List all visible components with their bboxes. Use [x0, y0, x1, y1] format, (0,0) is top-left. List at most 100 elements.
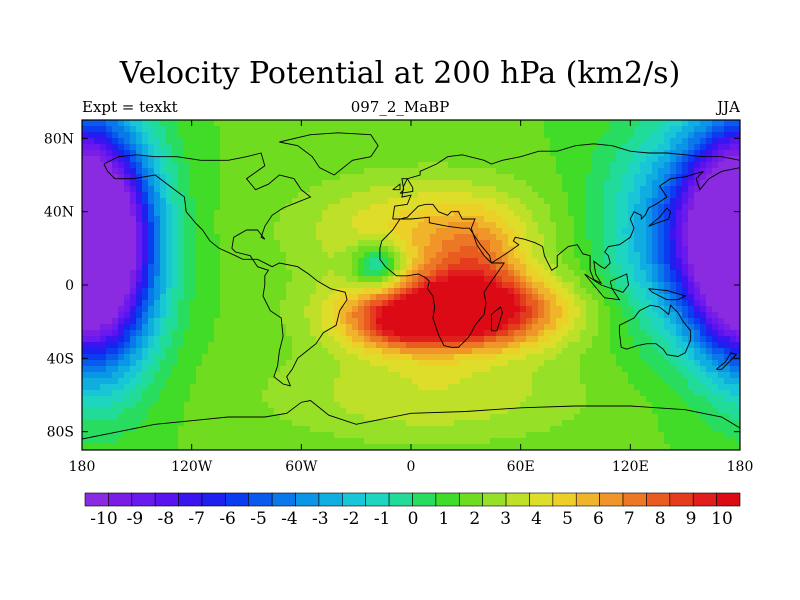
field-cell [340, 150, 347, 157]
field-cell [142, 258, 149, 265]
field-cell [556, 372, 563, 379]
field-cell [532, 216, 539, 223]
field-cell [532, 204, 539, 211]
field-cell [118, 168, 125, 175]
field-cell [454, 270, 461, 277]
field-cell [442, 204, 449, 211]
field-cell [286, 354, 293, 361]
field-cell [322, 234, 329, 241]
field-cell [88, 294, 95, 301]
field-cell [640, 120, 647, 127]
field-cell [334, 348, 341, 355]
field-cell [538, 348, 545, 355]
field-cell [400, 330, 407, 337]
field-cell [130, 330, 137, 337]
field-cell [706, 360, 713, 367]
field-cell [322, 150, 329, 157]
field-cell [496, 192, 503, 199]
field-cell [598, 174, 605, 181]
field-cell [658, 324, 665, 331]
field-cell [340, 144, 347, 151]
field-cell [460, 342, 467, 349]
field-cell [238, 318, 245, 325]
field-cell [472, 210, 479, 217]
field-cell [664, 138, 671, 145]
field-cell [376, 384, 383, 391]
field-cell [616, 384, 623, 391]
field-cell [334, 210, 341, 217]
field-cell [244, 294, 251, 301]
field-cell [658, 144, 665, 151]
field-cell [538, 138, 545, 145]
field-cell [484, 366, 491, 373]
field-cell [280, 168, 287, 175]
field-cell [532, 366, 539, 373]
field-cell [586, 246, 593, 253]
field-cell [82, 150, 89, 157]
field-cell [328, 198, 335, 205]
field-cell [292, 246, 299, 253]
field-cell [730, 240, 737, 247]
field-cell [244, 192, 251, 199]
field-cell [544, 384, 551, 391]
field-cell [364, 336, 371, 343]
field-cell [526, 198, 533, 205]
field-cell [526, 138, 533, 145]
field-cell [478, 276, 485, 283]
field-cell [730, 204, 737, 211]
field-cell [604, 378, 611, 385]
field-cell [412, 180, 419, 187]
field-cell [586, 360, 593, 367]
field-cell [442, 384, 449, 391]
field-cell [574, 132, 581, 139]
field-cell [670, 162, 677, 169]
field-cell [478, 288, 485, 295]
field-cell [490, 372, 497, 379]
field-cell [262, 372, 269, 379]
field-cell [508, 216, 515, 223]
field-cell [388, 138, 395, 145]
field-cell [646, 234, 653, 241]
field-cell [316, 354, 323, 361]
field-cell [628, 324, 635, 331]
field-cell [178, 390, 185, 397]
field-cell [418, 150, 425, 157]
field-cell [478, 210, 485, 217]
field-cell [292, 198, 299, 205]
field-cell [196, 282, 203, 289]
field-cell [406, 120, 413, 127]
field-cell [118, 150, 125, 157]
field-cell [586, 342, 593, 349]
field-cell [226, 282, 233, 289]
field-cell [292, 294, 299, 301]
field-cell [538, 300, 545, 307]
field-cell [256, 120, 263, 127]
field-cell [472, 126, 479, 133]
field-cell [124, 192, 131, 199]
field-cell [640, 324, 647, 331]
field-cell [142, 354, 149, 361]
field-cell [592, 132, 599, 139]
field-cell [568, 240, 575, 247]
field-cell [694, 168, 701, 175]
field-cell [496, 240, 503, 247]
field-cell [328, 258, 335, 265]
field-cell [142, 198, 149, 205]
field-cell [394, 168, 401, 175]
field-cell [586, 258, 593, 265]
field-cell [634, 150, 641, 157]
field-cell [454, 126, 461, 133]
field-cell [220, 204, 227, 211]
field-cell [730, 150, 737, 157]
field-cell [502, 384, 509, 391]
field-cell [118, 360, 125, 367]
field-cell [466, 264, 473, 271]
field-cell [652, 276, 659, 283]
field-cell [400, 174, 407, 181]
field-cell [364, 168, 371, 175]
field-cell [544, 150, 551, 157]
field-cell [412, 138, 419, 145]
field-cell [370, 264, 377, 271]
field-cell [286, 234, 293, 241]
field-cell [376, 204, 383, 211]
